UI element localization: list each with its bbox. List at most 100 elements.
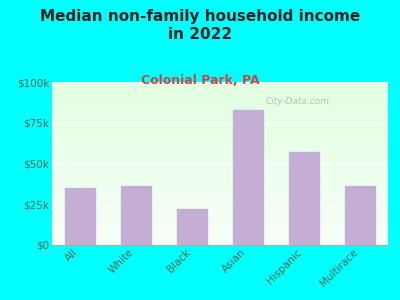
Bar [52, 158, 388, 159]
Bar [52, 169, 388, 170]
Bar [52, 217, 388, 218]
Bar [52, 165, 388, 166]
Bar [52, 95, 388, 96]
Bar [52, 137, 388, 138]
Bar [52, 183, 388, 184]
Bar [52, 163, 388, 164]
Bar [52, 139, 388, 140]
Bar [52, 193, 388, 194]
Bar [52, 238, 388, 239]
Bar [52, 142, 388, 143]
Bar [52, 206, 388, 207]
Bar [52, 96, 388, 97]
Bar [52, 179, 388, 180]
Bar [52, 88, 388, 89]
Bar [52, 172, 388, 173]
Bar [52, 235, 388, 236]
Bar [52, 202, 388, 203]
Bar [52, 178, 388, 179]
Bar [52, 136, 388, 137]
Bar [52, 121, 388, 122]
Bar [52, 152, 388, 153]
Bar [52, 135, 388, 136]
Bar [52, 184, 388, 185]
Bar [52, 190, 388, 191]
Bar [52, 132, 388, 133]
Bar [52, 116, 388, 117]
Bar [52, 242, 388, 243]
Bar [52, 209, 388, 210]
Bar [52, 144, 388, 145]
Bar [52, 185, 388, 186]
Bar [344, 186, 375, 244]
Bar [52, 182, 388, 183]
Bar [52, 180, 388, 181]
Bar [52, 231, 388, 232]
Bar [52, 200, 388, 201]
Bar [52, 87, 388, 88]
Bar [52, 234, 388, 235]
Bar [52, 97, 388, 98]
Bar [52, 114, 388, 115]
Bar [52, 115, 388, 116]
Bar [52, 122, 388, 123]
Bar [52, 147, 388, 148]
Bar [64, 188, 96, 244]
Bar [52, 84, 388, 85]
Bar [52, 197, 388, 198]
Bar [52, 151, 388, 152]
Bar [52, 203, 388, 204]
Bar [52, 233, 388, 234]
Bar [52, 241, 388, 242]
Bar [52, 124, 388, 125]
Bar [52, 157, 388, 158]
Bar [52, 181, 388, 182]
Bar [52, 230, 388, 231]
Bar [52, 138, 388, 139]
Bar [52, 212, 388, 213]
Bar [52, 94, 388, 95]
Bar [52, 107, 388, 108]
Bar [52, 93, 388, 94]
Bar [52, 85, 388, 86]
Bar [52, 219, 388, 220]
Bar [52, 229, 388, 230]
Bar [52, 134, 388, 135]
Bar [52, 226, 388, 227]
Text: Median non-family household income
in 2022: Median non-family household income in 20… [40, 9, 360, 42]
Bar [52, 86, 388, 87]
Bar [52, 117, 388, 118]
Bar [52, 155, 388, 156]
Bar [52, 102, 388, 103]
Bar [52, 145, 388, 146]
Bar [52, 105, 388, 106]
Bar [52, 82, 388, 83]
Bar [52, 168, 388, 169]
Bar [52, 186, 388, 187]
Bar [52, 123, 388, 124]
Bar [52, 113, 388, 114]
Bar [52, 170, 388, 171]
Text: Colonial Park, PA: Colonial Park, PA [141, 74, 259, 86]
Bar [52, 91, 388, 92]
Bar [52, 173, 388, 174]
Bar [52, 215, 388, 216]
Bar [52, 198, 388, 199]
Bar [52, 129, 388, 130]
Bar [52, 239, 388, 240]
Bar [52, 126, 388, 127]
Bar [52, 218, 388, 219]
Bar [52, 166, 388, 167]
Bar [52, 119, 388, 120]
Bar [52, 112, 388, 113]
Bar [121, 186, 151, 244]
Bar [52, 90, 388, 91]
Bar [52, 83, 388, 84]
Bar [52, 108, 388, 109]
Bar [52, 224, 388, 225]
Bar [52, 161, 388, 162]
Bar [52, 243, 388, 244]
Bar [52, 92, 388, 93]
Text: City-Data.com: City-Data.com [265, 98, 329, 106]
Bar [52, 156, 388, 157]
